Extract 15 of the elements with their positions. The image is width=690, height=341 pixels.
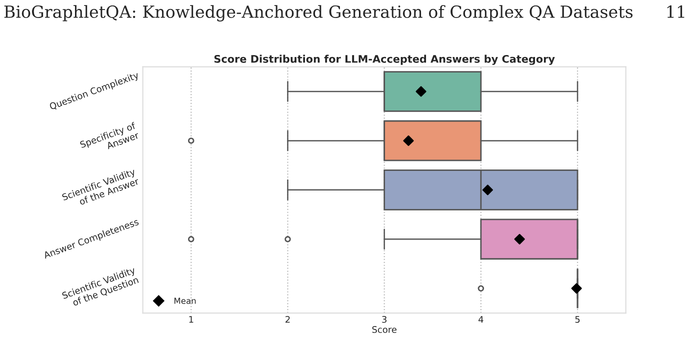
x-tick-label: 1: [189, 316, 194, 323]
point: [482, 184, 493, 196]
chart-title: Score Distribution for LLM-Accepted Answers by Category: [214, 54, 555, 65]
x-axis-title: Score: [372, 326, 396, 333]
x-tick-label: 3: [382, 316, 386, 323]
text: 11: [667, 5, 684, 18]
point: [571, 283, 582, 294]
x-tick-label: 5: [575, 316, 580, 323]
point: [514, 234, 525, 244]
legend-label: Mean: [174, 298, 196, 304]
point: [403, 135, 414, 146]
point: [416, 86, 426, 97]
text: BioGraphletQA: Knowledge-Anchored Generation of Complex QA Datasets: [4, 5, 633, 22]
x-tick-label: 2: [286, 316, 290, 323]
x-tick-label: 4: [478, 316, 484, 323]
